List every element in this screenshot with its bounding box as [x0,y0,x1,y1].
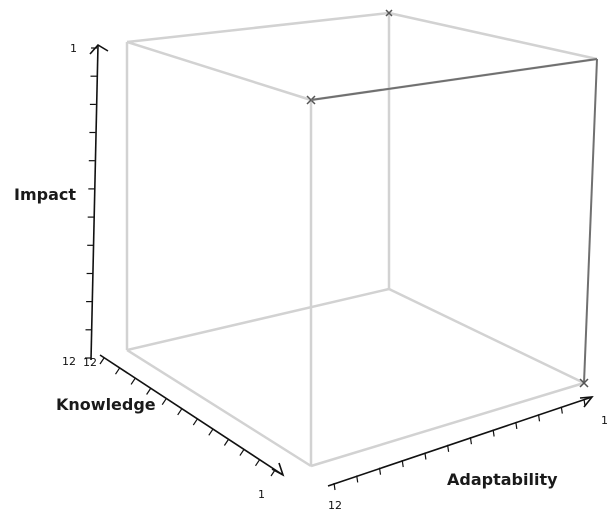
impact-axis-line [90,44,99,361]
adaptability-tick-label-1: 1 [601,414,608,427]
impact-axis: 1 12 Impact [14,42,109,368]
adaptability-tick-label-12: 12 [328,499,342,512]
adaptability-tick-2 [356,475,359,483]
cube-edge-front-top [126,40,312,102]
projection-line-vertical [583,58,598,384]
knowledge-tick-2 [115,367,120,375]
adaptability-axis-arrowhead [579,396,594,408]
adaptability-tick-10 [537,414,541,422]
point-projections [310,58,598,388]
knowledge-tick-5 [161,398,167,406]
knowledge-tick-4 [146,388,152,395]
adaptability-axis: 12 1 Adaptability [327,396,608,512]
knowledge-tick-label-1: 1 [258,488,265,501]
adaptability-tick-11 [560,406,563,414]
cube-edge-bottom-left [126,348,312,468]
knowledge-axis-line [99,354,284,476]
adaptability-tick-4 [401,460,404,468]
cube-edge-bottom-front [310,381,585,468]
adaptability-tick-7 [469,437,472,445]
knowledge-tick-1 [99,357,105,365]
projection-foot-marker [579,378,589,388]
adaptability-axis-title: Adaptability [447,470,558,489]
adaptability-tick-3 [378,467,382,475]
impact-axis-ticks [85,47,97,359]
knowledge-tick-label-12: 12 [83,356,97,369]
knowledge-axis-ticks [99,357,276,477]
adaptability-tick-5 [424,452,427,460]
knowledge-axis: 12 1 Knowledge [56,354,285,501]
cube-frame [125,11,598,468]
knowledge-tick-7 [192,418,198,426]
knowledge-tick-3 [130,378,136,385]
adaptability-tick-1 [333,482,336,491]
cube-edge-bottom-back-left [126,287,390,352]
cube-edge-back-right-top [388,11,598,61]
impact-axis-arrowhead [89,43,109,55]
adaptability-tick-8 [492,429,495,437]
knowledge-axis-title: Knowledge [56,395,156,414]
adaptability-tick-9 [515,421,518,429]
cube-edge-back-top [126,11,390,44]
impact-tick-label-1: 1 [70,42,77,55]
knowledge-axis-arrowhead [271,462,285,477]
knowledge-tick-10 [239,449,245,456]
adaptability-axis-ticks [333,398,586,491]
impact-tick-label-12: 12 [62,355,76,368]
adaptability-axis-line [327,396,593,487]
adaptability-tick-6 [447,444,450,452]
knowledge-tick-9 [223,439,229,446]
impact-axis-title: Impact [14,185,76,204]
knowledge-tick-11 [255,459,260,467]
adaptability-tick-12 [583,398,586,407]
cube-edge-bottom-back-right [388,287,585,385]
projection-line-horizontal [310,58,598,101]
knowledge-tick-8 [208,428,214,436]
knowledge-tick-12 [270,469,276,477]
corner-marker-back [385,9,393,17]
knowledge-tick-6 [177,408,183,416]
